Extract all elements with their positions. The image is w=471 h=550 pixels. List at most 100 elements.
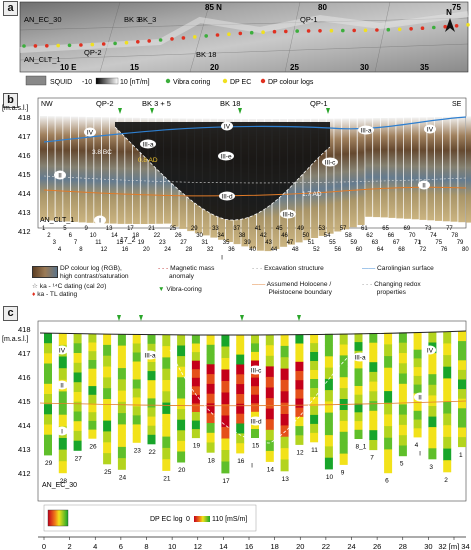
ec-segment xyxy=(177,356,186,368)
ec-segment xyxy=(280,391,289,404)
panel-a-map: N 85 N 80 75 10 E 15 20 25 30 35 AN_EC_3… xyxy=(19,1,470,86)
pb-se: SE xyxy=(452,101,462,108)
ec-segment xyxy=(443,366,452,379)
coord-bottom-3: 25 xyxy=(290,63,299,72)
colour-log xyxy=(404,117,411,219)
ec-segment xyxy=(458,437,466,448)
ec-segment xyxy=(428,395,437,407)
ec-segment xyxy=(44,434,52,446)
pc-ytick-416: 416 xyxy=(18,373,31,382)
label-qp-2: QP-2 xyxy=(84,48,102,57)
ec-segment xyxy=(162,380,171,392)
ec-segment xyxy=(251,351,259,361)
colour-log xyxy=(86,117,94,223)
ec-segment xyxy=(132,388,141,398)
svg-text:III-a: III-a xyxy=(354,355,366,362)
ec-segment xyxy=(443,448,452,461)
log-number: 38 xyxy=(239,233,246,239)
ec-segment xyxy=(384,461,393,474)
ec-segment xyxy=(295,343,304,354)
ec-segment xyxy=(384,402,393,415)
ec-segment xyxy=(221,392,230,405)
coord-top-1: 80 xyxy=(318,3,327,12)
ec-segment xyxy=(162,357,171,370)
label-bk-3: BK 3 xyxy=(124,15,140,24)
colour-log xyxy=(78,116,86,223)
ec-segment xyxy=(310,423,319,434)
log-number: 70 xyxy=(409,233,416,239)
ec-segment xyxy=(398,404,407,416)
svg-text:I: I xyxy=(419,240,421,247)
x-tick-label: 22 xyxy=(322,542,330,550)
log-number: 28 xyxy=(186,247,193,253)
log-number: 16 xyxy=(122,247,129,253)
ec-segment xyxy=(206,413,215,424)
pc-ytick-412: 412 xyxy=(18,469,31,478)
ec-segment xyxy=(147,416,156,427)
profile-point xyxy=(443,24,448,29)
ec-segment xyxy=(384,367,393,380)
colour-log xyxy=(71,116,78,222)
colour-log xyxy=(357,118,365,225)
log-number: 42 xyxy=(260,233,267,239)
ec-segment xyxy=(88,342,97,352)
log-number: 71 xyxy=(414,240,421,246)
ec-segment xyxy=(162,391,171,403)
ec-segment xyxy=(354,368,363,378)
ec-segment xyxy=(191,377,200,387)
ec-segment xyxy=(147,398,156,408)
profile-point xyxy=(432,25,436,30)
ec-segment xyxy=(117,435,126,448)
x-tick-label: 8 xyxy=(144,542,148,550)
ec-segment xyxy=(191,412,200,421)
ec-segment xyxy=(280,459,289,472)
ec-segment xyxy=(369,333,378,344)
ec-segment xyxy=(73,421,82,432)
log-number: 10 xyxy=(90,233,97,239)
colour-log xyxy=(334,118,342,232)
profile-point xyxy=(363,28,368,33)
ec-segment xyxy=(103,442,112,454)
ec-segment xyxy=(44,424,52,436)
ec-segment xyxy=(428,416,437,428)
svg-text:I: I xyxy=(221,255,223,262)
pb-nw: NW xyxy=(41,101,53,108)
log-number: 64 xyxy=(377,247,384,253)
log-number: 45 xyxy=(276,226,283,232)
log-number: 36 xyxy=(228,247,235,253)
ec-segment xyxy=(73,401,82,412)
ec-segment xyxy=(413,358,422,368)
ec-segment xyxy=(354,403,363,413)
ec-segment xyxy=(265,387,274,399)
ec-segment xyxy=(428,406,437,417)
legend-squid: SQUID xyxy=(50,79,72,86)
ec-segment xyxy=(251,343,259,353)
legend-b: DP colour log (RGB), high contrast/satura… xyxy=(30,264,466,304)
ec-segment xyxy=(295,416,304,427)
ec-segment xyxy=(458,389,466,400)
ec-segment xyxy=(117,401,126,414)
log-number: 55 xyxy=(329,240,336,246)
ec-segment xyxy=(206,423,215,434)
ec-segment xyxy=(162,425,171,437)
ec-segment xyxy=(236,433,245,444)
ec-segment xyxy=(295,435,304,445)
ec-segment xyxy=(58,438,67,450)
ec-segment xyxy=(443,378,452,391)
ec-segment xyxy=(354,421,363,431)
ec-segment xyxy=(324,333,333,346)
ec-segment xyxy=(58,368,67,381)
ec-segment xyxy=(428,363,437,375)
ec-segment xyxy=(221,427,230,439)
ec-segment xyxy=(458,427,466,438)
ec-segment xyxy=(177,334,186,346)
log-number: 69 xyxy=(404,226,411,232)
pb-axis-unit: [m.a.s.l.] xyxy=(2,105,29,112)
ec-segment xyxy=(339,442,348,454)
log-number: 37 xyxy=(233,226,240,232)
x-tick-label: 20 xyxy=(296,542,304,550)
coord-bottom-4: 30 xyxy=(360,63,369,72)
profile-point xyxy=(341,28,345,33)
ec-segment xyxy=(191,429,200,439)
log-number: 33 xyxy=(212,226,219,232)
